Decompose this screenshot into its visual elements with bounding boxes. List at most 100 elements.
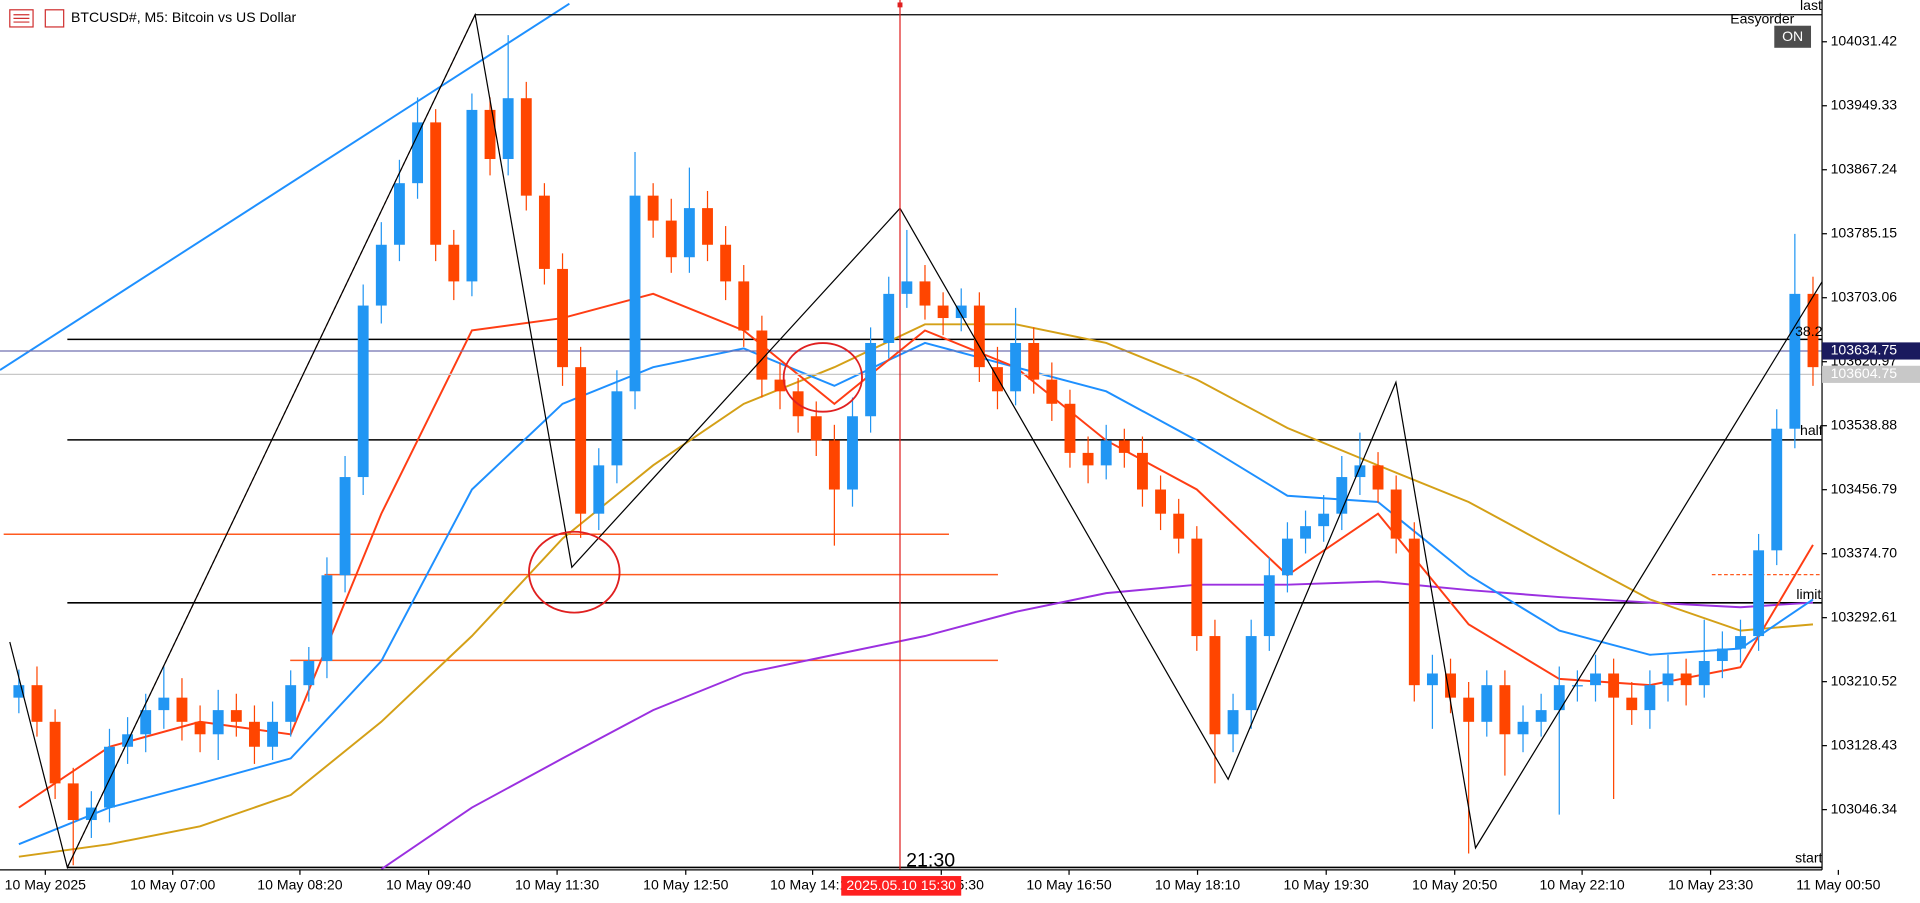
price-tag-label: 103604.75 xyxy=(1831,365,1898,381)
y-tick-label: 103867.24 xyxy=(1831,160,1898,176)
candle-body xyxy=(1336,477,1348,514)
candle-body xyxy=(1281,538,1293,576)
candle-body xyxy=(1010,342,1022,392)
circle-marker xyxy=(528,530,621,614)
circle-marker xyxy=(782,342,863,413)
cursor-time: 2025.05.10 15:30 xyxy=(846,877,956,893)
toggle-button[interactable] xyxy=(1774,25,1812,48)
cursor-time-box xyxy=(841,876,962,896)
candle-body xyxy=(702,208,713,245)
toggle-label[interactable]: ON xyxy=(1782,28,1803,44)
candle-body xyxy=(538,195,550,269)
y-tick-label: 103046.34 xyxy=(1831,800,1898,816)
chart-title: BTCUSD#, M5: Bitcoin vs US Dollar xyxy=(71,9,297,25)
candle-body xyxy=(756,330,768,380)
candle-body xyxy=(1789,293,1801,429)
candle-body xyxy=(647,195,659,221)
annotations: last 38.2 half limit start 21:30 xyxy=(9,0,1823,872)
level-label: last xyxy=(1800,0,1822,13)
candle-body xyxy=(1227,710,1239,735)
y-tick-label: 103456.79 xyxy=(1831,480,1898,496)
candle-body xyxy=(1807,293,1819,368)
candle-body xyxy=(1644,685,1656,711)
candle-body xyxy=(1390,489,1402,539)
candle-body xyxy=(1155,489,1167,514)
candle-body xyxy=(1354,465,1366,478)
candle-body xyxy=(1698,661,1710,686)
candle-body xyxy=(1571,685,1583,687)
candle-body xyxy=(466,109,478,282)
candle-body xyxy=(1481,685,1493,722)
candle-body xyxy=(1263,575,1275,637)
level-label: start xyxy=(1795,850,1822,866)
candle-body xyxy=(1771,428,1783,551)
moving-average xyxy=(18,323,1814,858)
x-tick-label: 10 May 22:10 xyxy=(1539,877,1624,893)
y-tick-label: 103210.52 xyxy=(1831,672,1898,688)
candle-body xyxy=(774,379,786,392)
candle-body xyxy=(1463,697,1475,722)
y-tick-label: 103949.33 xyxy=(1831,96,1898,112)
candle-body xyxy=(1137,452,1148,490)
candle-body xyxy=(1191,538,1203,637)
candle-body xyxy=(31,685,43,722)
y-tick-label: 103538.88 xyxy=(1831,416,1898,432)
moving-average xyxy=(18,292,1814,809)
candle-body xyxy=(1318,513,1330,527)
trend-line xyxy=(0,2,570,371)
candle-body xyxy=(230,710,242,722)
candle-body xyxy=(828,440,840,490)
y-tick-label: 103703.06 xyxy=(1831,288,1898,304)
candle-body xyxy=(285,685,297,722)
chart-icon[interactable] xyxy=(44,9,65,28)
candle-body xyxy=(85,807,97,821)
x-tick-label: 10 May 23:30 xyxy=(1668,877,1753,893)
candle-body xyxy=(665,220,677,258)
moving-average xyxy=(380,580,1814,870)
candle-body xyxy=(249,721,260,747)
candle-body xyxy=(1626,697,1638,711)
candle-body xyxy=(357,305,369,478)
candle-body xyxy=(194,721,206,735)
price-tag-label: 103634.75 xyxy=(1831,342,1898,358)
candle-body xyxy=(1517,721,1529,735)
price-tag xyxy=(1822,365,1920,383)
moving-average xyxy=(18,341,1814,846)
candle-body xyxy=(1118,440,1130,453)
price-tag xyxy=(1822,342,1920,360)
x-tick-label: 10 May 07:00 xyxy=(130,877,215,893)
candle-body xyxy=(557,268,568,368)
candle-body xyxy=(1735,636,1746,649)
candle-body xyxy=(738,281,750,331)
x-tick-label: 10 May 12:50 xyxy=(643,877,728,893)
candle-body xyxy=(1082,452,1094,466)
level-label: 38.2 xyxy=(1795,323,1823,339)
candle-body xyxy=(847,416,858,490)
candle-body xyxy=(1064,403,1076,453)
candle-body xyxy=(375,244,387,306)
candle-body xyxy=(1046,379,1058,404)
candle-body xyxy=(158,697,170,711)
candle-body xyxy=(321,575,333,662)
candles xyxy=(13,35,1819,866)
indicators xyxy=(0,292,1823,870)
candle-body xyxy=(1553,685,1565,711)
y-tick-label: 103785.15 xyxy=(1831,224,1898,240)
candle-body xyxy=(1535,710,1547,722)
x-tick-label: 10 May 18:10 xyxy=(1155,877,1240,893)
candle-body xyxy=(303,661,315,686)
candle-body xyxy=(393,183,405,245)
candle-body xyxy=(502,98,514,160)
candle-body xyxy=(575,367,587,514)
x-tick-label: 10 May 14:10 xyxy=(770,877,855,893)
candle-body xyxy=(176,697,188,722)
candle-body xyxy=(430,122,442,245)
x-tick-label: 10 May 2025 xyxy=(5,877,87,893)
candle-body xyxy=(1209,636,1221,735)
candle-body xyxy=(1590,673,1601,686)
candle-body xyxy=(1499,685,1511,735)
candle-body xyxy=(448,244,460,282)
